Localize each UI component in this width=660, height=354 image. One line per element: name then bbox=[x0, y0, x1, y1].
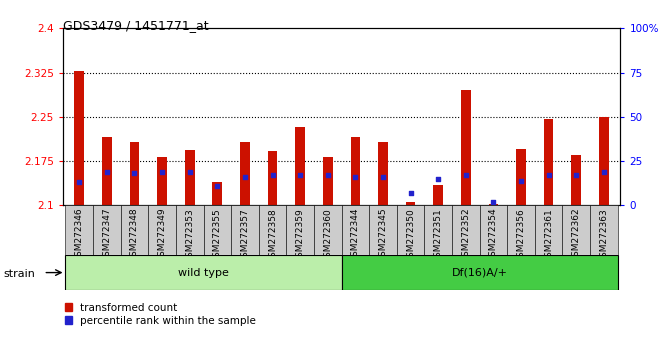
Point bbox=[240, 174, 250, 180]
Text: GSM272358: GSM272358 bbox=[268, 208, 277, 263]
Bar bbox=[424, 205, 452, 255]
Point bbox=[102, 169, 112, 175]
Bar bbox=[535, 205, 562, 255]
Point bbox=[184, 169, 195, 175]
Bar bbox=[121, 205, 148, 255]
Point bbox=[599, 169, 609, 175]
Bar bbox=[213, 182, 222, 205]
Bar bbox=[185, 150, 195, 205]
Point bbox=[157, 169, 168, 175]
Text: GSM272349: GSM272349 bbox=[158, 208, 166, 262]
Bar bbox=[480, 205, 507, 255]
Bar bbox=[461, 90, 471, 205]
Bar bbox=[314, 205, 342, 255]
Point bbox=[295, 172, 306, 178]
Text: GSM272351: GSM272351 bbox=[434, 208, 443, 263]
Bar bbox=[268, 151, 277, 205]
Text: GSM272360: GSM272360 bbox=[323, 208, 332, 263]
Bar bbox=[369, 205, 397, 255]
Text: strain: strain bbox=[3, 269, 35, 279]
Point bbox=[543, 172, 554, 178]
Bar bbox=[65, 205, 93, 255]
Bar bbox=[259, 205, 286, 255]
Bar bbox=[397, 205, 424, 255]
Bar bbox=[65, 255, 342, 290]
Text: wild type: wild type bbox=[178, 268, 229, 278]
Bar bbox=[93, 205, 121, 255]
Bar bbox=[176, 205, 203, 255]
Bar bbox=[488, 204, 498, 205]
Bar bbox=[572, 155, 581, 205]
Point bbox=[74, 179, 84, 185]
Bar bbox=[102, 137, 112, 205]
Text: GSM272361: GSM272361 bbox=[544, 208, 553, 263]
Bar bbox=[286, 205, 314, 255]
Text: GSM272362: GSM272362 bbox=[572, 208, 581, 262]
Bar bbox=[323, 157, 333, 205]
Bar bbox=[148, 205, 176, 255]
Bar bbox=[342, 255, 618, 290]
Bar bbox=[434, 185, 443, 205]
Text: GSM272353: GSM272353 bbox=[185, 208, 194, 263]
Point bbox=[488, 199, 499, 205]
Text: GSM272348: GSM272348 bbox=[130, 208, 139, 262]
Bar bbox=[203, 205, 231, 255]
Text: GSM272354: GSM272354 bbox=[489, 208, 498, 262]
Bar bbox=[350, 137, 360, 205]
Point bbox=[267, 172, 278, 178]
Text: GSM272345: GSM272345 bbox=[378, 208, 387, 262]
Point bbox=[571, 172, 581, 178]
Point bbox=[212, 183, 222, 189]
Text: GSM272357: GSM272357 bbox=[240, 208, 249, 263]
Text: GSM272346: GSM272346 bbox=[75, 208, 84, 262]
Text: GSM272350: GSM272350 bbox=[406, 208, 415, 263]
Text: GSM272347: GSM272347 bbox=[102, 208, 112, 262]
Point bbox=[350, 174, 360, 180]
Bar bbox=[295, 127, 305, 205]
Bar bbox=[342, 205, 369, 255]
Bar bbox=[516, 149, 526, 205]
Bar bbox=[544, 119, 554, 205]
Text: GDS3479 / 1451771_at: GDS3479 / 1451771_at bbox=[63, 19, 209, 33]
Text: Df(16)A/+: Df(16)A/+ bbox=[451, 268, 508, 278]
Bar bbox=[599, 117, 609, 205]
Text: GSM272355: GSM272355 bbox=[213, 208, 222, 263]
Bar bbox=[507, 205, 535, 255]
Bar bbox=[406, 202, 415, 205]
Bar bbox=[240, 142, 249, 205]
Point bbox=[323, 172, 333, 178]
Text: GSM272356: GSM272356 bbox=[517, 208, 525, 263]
Text: GSM272352: GSM272352 bbox=[461, 208, 471, 262]
Point bbox=[433, 176, 444, 182]
Point bbox=[129, 171, 140, 176]
Point bbox=[515, 178, 526, 183]
Point bbox=[378, 174, 388, 180]
Text: GSM272359: GSM272359 bbox=[296, 208, 305, 263]
Bar bbox=[590, 205, 618, 255]
Bar bbox=[378, 142, 388, 205]
Bar bbox=[157, 157, 167, 205]
Bar bbox=[562, 205, 590, 255]
Text: GSM272363: GSM272363 bbox=[599, 208, 609, 263]
Bar bbox=[452, 205, 480, 255]
Bar bbox=[75, 71, 84, 205]
Point bbox=[405, 190, 416, 196]
Bar bbox=[231, 205, 259, 255]
Bar bbox=[129, 142, 139, 205]
Legend: transformed count, percentile rank within the sample: transformed count, percentile rank withi… bbox=[65, 303, 256, 326]
Point bbox=[461, 172, 471, 178]
Text: GSM272344: GSM272344 bbox=[351, 208, 360, 262]
